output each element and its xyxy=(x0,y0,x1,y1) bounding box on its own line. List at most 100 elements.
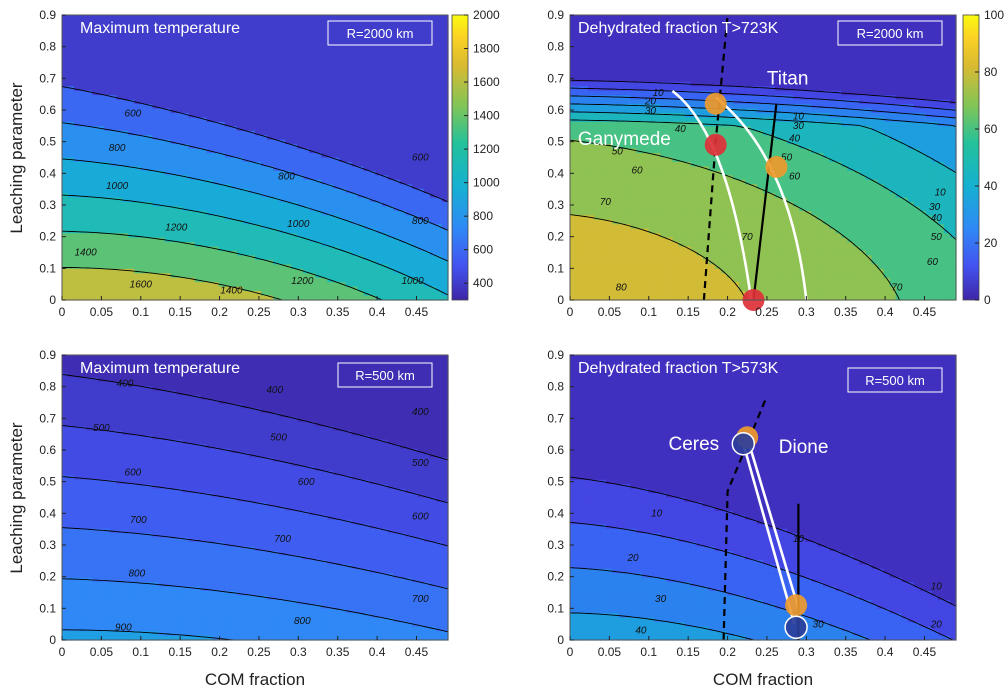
contour-cell xyxy=(188,255,196,261)
contour-cell xyxy=(158,139,166,145)
contour-cell xyxy=(176,55,184,61)
contour-cell xyxy=(642,188,650,194)
contour-cell xyxy=(600,104,607,110)
contour-cell xyxy=(606,237,613,243)
contour-cell xyxy=(68,153,75,159)
x-tick-label: 0.4 xyxy=(369,305,386,319)
contour-cell xyxy=(594,126,601,132)
contour-cell xyxy=(140,197,148,203)
contour-cell xyxy=(242,246,250,252)
contour-cell xyxy=(411,28,419,34)
contour-cell xyxy=(405,219,413,225)
contour-cell xyxy=(600,19,607,25)
contour-cell xyxy=(104,59,111,65)
contour-cell xyxy=(375,264,383,270)
contour-cell xyxy=(441,139,449,145)
contour-cell xyxy=(363,72,371,78)
contour-cell xyxy=(122,32,129,38)
contour-cell xyxy=(164,37,172,43)
contour-cell xyxy=(255,99,262,105)
contour-cell xyxy=(255,206,262,212)
contour-cell xyxy=(600,72,607,78)
contour-cell xyxy=(242,37,250,43)
contour-cell xyxy=(86,188,93,194)
contour-cell xyxy=(188,197,196,203)
contour-cell xyxy=(98,81,105,87)
contour-cell xyxy=(417,166,425,172)
contour-cell xyxy=(339,86,347,92)
contour-cell xyxy=(248,99,256,105)
contour-cell xyxy=(345,68,353,74)
contour-cell xyxy=(194,179,202,185)
contour-cell xyxy=(80,179,87,185)
contour-cell xyxy=(224,77,232,83)
contour-cell xyxy=(206,139,214,145)
contour-cell xyxy=(315,188,322,194)
contour-cell xyxy=(297,32,304,38)
contour-cell xyxy=(158,246,166,252)
contour-cell xyxy=(375,242,383,248)
panel-1-size-box xyxy=(327,20,433,46)
contour-cell xyxy=(423,46,431,52)
contour-cell xyxy=(261,251,268,257)
contour-cell xyxy=(357,68,365,74)
contour-cell xyxy=(218,246,226,252)
contour-cell xyxy=(321,251,328,257)
contour-cell xyxy=(612,148,619,154)
contour-cell xyxy=(80,153,87,159)
contour-cell xyxy=(98,179,105,185)
contour-cell xyxy=(261,157,268,163)
contour-cell xyxy=(582,282,589,288)
contour-cell xyxy=(98,237,105,243)
contour-cell xyxy=(315,233,322,239)
contour-cell xyxy=(74,112,81,119)
contour-cell xyxy=(200,19,208,25)
contour-cell xyxy=(357,170,365,176)
contour-cell xyxy=(182,157,190,163)
contour-cell xyxy=(393,286,401,292)
contour-cell xyxy=(74,139,81,145)
contour-cell xyxy=(576,32,583,38)
contour-cell xyxy=(369,282,377,288)
contour-cell xyxy=(92,32,99,38)
contour-cell xyxy=(624,259,631,265)
contour-cell xyxy=(417,184,425,190)
contour-cell xyxy=(582,246,589,252)
contour-cell xyxy=(242,130,250,136)
contour-cell xyxy=(68,15,75,21)
contour-cell xyxy=(212,273,220,279)
contour-cell xyxy=(188,28,196,34)
contour-cell xyxy=(441,86,449,92)
contour-cell xyxy=(212,55,220,61)
contour-cell xyxy=(303,50,310,56)
contour-cell xyxy=(582,99,589,105)
contour-cell xyxy=(363,175,371,181)
contour-cell xyxy=(630,251,637,257)
contour-cell xyxy=(387,197,395,203)
contour-cell xyxy=(140,215,148,221)
contour-cell xyxy=(612,255,619,261)
contour-cell xyxy=(86,37,93,43)
contour-cell xyxy=(128,50,135,56)
contour-cell xyxy=(128,193,135,199)
contour-cell xyxy=(405,28,413,34)
contour-cell xyxy=(182,286,190,292)
contour-cell xyxy=(134,157,142,163)
contour-cell xyxy=(68,282,75,288)
contour-cell xyxy=(582,59,589,65)
contour-cell xyxy=(122,81,129,87)
contour-cell xyxy=(303,224,310,230)
contour-cell xyxy=(176,117,184,123)
contour-cell xyxy=(588,233,595,239)
contour-cell xyxy=(423,228,431,234)
contour-cell xyxy=(261,130,268,136)
contour-cell xyxy=(588,184,595,190)
contour-cell xyxy=(333,193,341,199)
contour-cell xyxy=(224,15,232,21)
contour-cell xyxy=(423,55,431,61)
contour-cell xyxy=(624,268,631,274)
contour-cell xyxy=(285,246,292,252)
contour-cell xyxy=(642,166,650,172)
contour-cell xyxy=(588,175,595,181)
contour-cell xyxy=(242,277,250,283)
